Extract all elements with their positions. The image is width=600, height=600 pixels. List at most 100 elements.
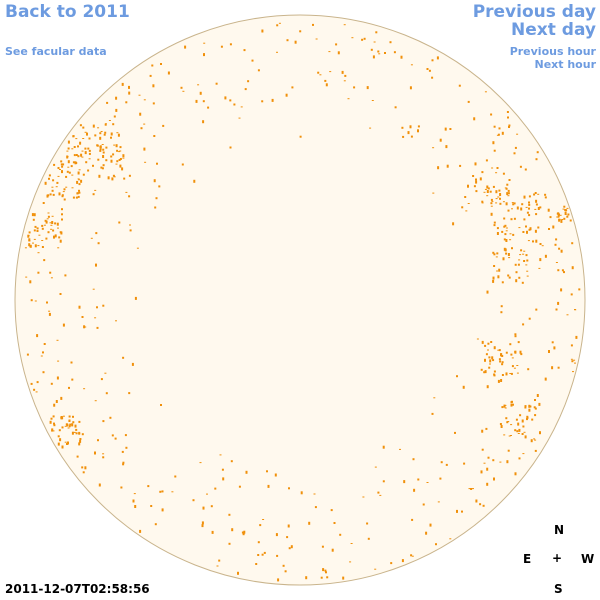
facula-point [484,188,487,190]
facula-point [475,178,477,181]
facula-point [53,403,56,407]
facula-point [99,136,102,140]
facula-point [425,531,428,535]
facula-point [528,214,531,217]
facula-point [107,176,110,180]
facula-point [516,365,519,366]
facula-point [417,478,420,481]
facula-point [506,460,509,464]
facula-point [324,569,327,572]
facula-point [325,571,327,574]
facula-point [78,183,81,186]
facula-point [161,490,164,493]
facula-point [180,86,183,89]
facula-point [53,163,56,166]
facula-point [515,271,518,274]
compass-north: N [554,523,565,537]
facula-point [565,209,568,212]
facula-point [484,358,486,362]
facula-point [431,59,434,62]
facula-point [33,229,36,232]
facula-point [456,509,458,513]
facula-point [131,362,134,366]
facula-point [531,418,534,421]
see-facular-data-link[interactable]: See facular data [5,45,107,58]
facula-point [377,50,380,53]
facula-point [507,116,509,119]
facula-point [45,220,48,224]
facula-point [78,179,81,181]
facula-point [493,346,496,350]
facula-point [490,341,493,343]
facula-point [81,433,84,436]
facula-point [570,358,573,360]
facula-point [81,316,84,318]
facula-point [555,262,558,263]
facula-point [501,406,504,409]
facula-point [312,23,314,26]
facula-point [77,145,79,148]
facula-point [52,430,55,432]
facula-point [508,435,511,437]
facula-point [66,156,69,158]
facula-point [63,198,66,201]
facula-point [105,159,108,162]
facula-point [472,175,475,177]
facula-point [482,504,485,507]
facula-point [71,187,74,189]
facula-point [50,417,53,420]
facula-point [524,168,527,171]
facula-point [75,428,78,431]
facula-point [228,542,231,545]
back-to-year-link[interactable]: Back to 2011 [5,2,130,22]
previous-day-link[interactable]: Previous day [472,2,596,22]
facula-point [523,250,526,252]
facula-point [219,454,222,456]
facula-point [517,341,520,344]
facula-point [314,506,317,509]
facula-point [203,42,206,44]
facula-point [96,326,99,329]
facula-point [160,63,162,65]
facula-point [82,471,85,474]
facula-point [155,197,158,200]
facula-point [25,276,28,278]
facula-point [426,68,429,70]
facula-point [122,157,125,159]
facula-point [82,173,85,176]
facula-point [233,103,236,106]
facula-point [487,342,490,345]
facula-point [229,146,232,149]
next-day-link[interactable]: Next day [511,20,596,40]
facula-point [28,240,31,242]
facula-point [322,568,325,572]
facula-point [76,455,79,458]
facula-point [411,518,414,521]
facula-point [529,405,532,408]
facula-point [24,247,27,249]
facula-point [493,149,496,152]
facula-point [118,151,121,153]
facula-point [171,491,174,493]
facula-point [77,155,80,158]
previous-hour-link[interactable]: Previous hour [509,45,596,58]
facula-point [88,158,91,160]
facula-point [58,236,61,239]
facula-point [501,281,504,284]
facula-point [520,207,523,211]
facula-point [339,533,342,536]
facula-point [561,269,564,272]
next-hour-link[interactable]: Next hour [534,58,597,71]
facula-point [61,170,63,174]
facula-point [504,187,507,189]
facula-point [500,305,503,308]
facula-point [30,299,33,302]
facula-point [96,144,99,147]
facula-point [560,288,563,292]
facula-point [276,51,278,53]
facula-point [57,360,60,362]
facula-point [533,406,536,409]
facula-point [505,351,508,354]
facula-point [67,441,69,445]
facula-point [486,185,489,189]
